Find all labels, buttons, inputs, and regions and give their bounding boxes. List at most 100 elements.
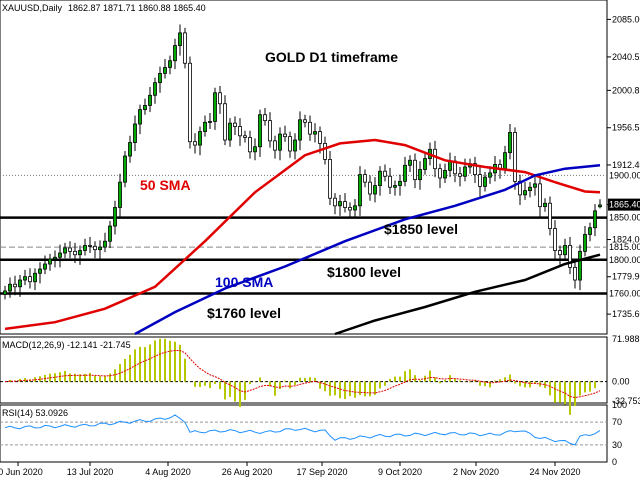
ma-line-0 [4, 138, 601, 331]
macd-bar [244, 381, 246, 400]
level-1800-label: $1800 level [327, 264, 401, 280]
candle-body [243, 135, 247, 138]
candle-body [338, 201, 342, 207]
current-price-label: 1865.40 [609, 200, 640, 210]
macd-bar [79, 374, 81, 382]
level-tag-bg [608, 212, 640, 223]
macd-bar [229, 381, 231, 397]
macd-bar [219, 381, 221, 390]
candle-body [523, 190, 527, 196]
candle-body [373, 185, 377, 195]
candle-body [153, 82, 157, 96]
candle-body [263, 114, 267, 122]
level-tag-bg [608, 288, 640, 299]
candle-body [358, 174, 362, 207]
macd-tick-label: -32.753 [612, 396, 640, 406]
macd-panel-frame [0, 336, 608, 404]
macd-bar [384, 381, 386, 386]
level-tag: 1760.00 [609, 289, 640, 299]
candle-body [463, 166, 467, 177]
macd-bar [289, 381, 291, 389]
candle-body [478, 174, 482, 187]
rsi-line [4, 414, 601, 446]
candle-body [113, 207, 117, 227]
candle-body [178, 32, 182, 46]
candle-body [288, 136, 292, 152]
candle-body [408, 159, 412, 166]
candle-body [568, 245, 572, 268]
rsi-tick-label: 100 [612, 400, 627, 410]
y-tick-label: 2000.85 [612, 85, 640, 95]
macd-bar [354, 381, 356, 398]
candle-body [118, 181, 122, 208]
macd-bar [294, 381, 296, 385]
candle-body [213, 92, 217, 122]
macd-bar [69, 373, 71, 382]
candle-body [193, 141, 197, 146]
x-tick-label: 24 Nov 2020 [529, 467, 580, 477]
level-1850-label: $1850 level [384, 221, 458, 237]
candle-body [53, 256, 57, 260]
candle-body [323, 142, 327, 160]
candle-body [93, 245, 97, 251]
candle-body [218, 92, 222, 105]
candle-body [558, 250, 562, 256]
macd-bar [204, 381, 206, 386]
macd-bar [414, 375, 416, 382]
macd-bar [224, 381, 226, 400]
candle-body [543, 202, 547, 208]
candle-body [388, 175, 392, 188]
candle-body [78, 250, 82, 256]
macd-bar [94, 375, 96, 382]
price-axis: 1900.00 1850.00 1815.00 1800.00 1760.00 2085.… [607, 14, 640, 319]
candle-body [343, 201, 347, 208]
rsi-tick-label: 0 [612, 457, 617, 467]
y-tick-label: 1912.40 [612, 160, 640, 170]
candle-body [163, 67, 167, 74]
macd-group: 71.988 0.00 -32.753 [0, 334, 640, 415]
x-tick-label: 30 Jun 2020 [0, 467, 43, 477]
chart-title: GOLD D1 timeframe [265, 49, 398, 65]
macd-bar [324, 381, 326, 392]
candle-body [278, 133, 282, 151]
y-tick-label: 2040.55 [612, 52, 640, 62]
candle-body [598, 204, 602, 208]
macd-bar [164, 338, 166, 382]
macd-bar [479, 381, 481, 386]
macd-bar [499, 379, 501, 382]
macd-bar [389, 378, 391, 382]
macd-bar [404, 371, 406, 382]
macd-bar [544, 381, 546, 389]
candle-body [413, 159, 417, 181]
macd-bar [329, 381, 331, 396]
candle-body [83, 245, 87, 251]
level-tag-bg [608, 170, 640, 181]
candle-body [538, 183, 542, 208]
candle-body [63, 247, 67, 254]
candle-body [528, 186, 532, 192]
macd-bar [444, 380, 446, 382]
macd-bar [434, 377, 436, 382]
macd-bar [274, 381, 276, 396]
candle-body [368, 181, 372, 195]
candle-body [418, 169, 422, 181]
macd-bar [304, 377, 306, 382]
macd-bar [199, 381, 201, 387]
candle-body [198, 131, 202, 146]
candle-body [583, 234, 587, 252]
macd-bar [349, 381, 351, 397]
macd-bar [554, 381, 556, 403]
macd-tick-label: 0.00 [612, 377, 630, 387]
x-tick-label: 13 Jul 2020 [67, 467, 114, 477]
candle-body [183, 32, 187, 64]
macd-bar [344, 381, 346, 400]
level-tag: 1800.00 [609, 255, 640, 265]
candle-body [88, 245, 92, 247]
level-tag-bg [608, 242, 640, 253]
candle-body [203, 121, 207, 132]
x-tick-label: 26 Aug 2020 [222, 467, 273, 477]
candle-body [553, 228, 557, 251]
macd-bar [409, 369, 411, 382]
macd-bar [194, 381, 196, 387]
